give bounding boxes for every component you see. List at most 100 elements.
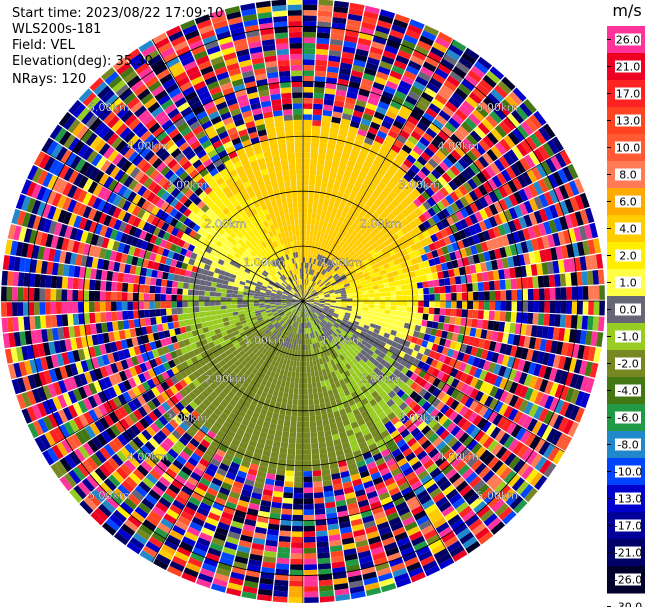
ppi-gate bbox=[323, 362, 329, 369]
ppi-gate bbox=[427, 172, 438, 183]
ppi-gate bbox=[311, 291, 317, 295]
ppi-gate bbox=[303, 152, 311, 159]
ppi-gate bbox=[377, 66, 391, 76]
ppi-gate bbox=[427, 314, 435, 322]
ppi-gate bbox=[324, 496, 335, 503]
ppi-gate bbox=[534, 377, 544, 391]
ppi-gate bbox=[275, 316, 281, 321]
ppi-gate bbox=[313, 98, 324, 105]
ppi-gate bbox=[325, 316, 331, 321]
ppi-gate bbox=[104, 364, 114, 376]
ppi-gate bbox=[381, 336, 389, 343]
ppi-gate bbox=[431, 272, 439, 280]
ppi-gate bbox=[370, 471, 382, 481]
ppi-gate bbox=[304, 273, 306, 280]
ppi-gate bbox=[200, 439, 211, 449]
ppi-gate bbox=[485, 330, 493, 341]
ppi-gate bbox=[551, 136, 564, 152]
ppi-gate bbox=[552, 449, 565, 465]
ppi-gate bbox=[211, 399, 221, 408]
ppi-gate bbox=[297, 410, 303, 417]
ppi-gate bbox=[464, 246, 473, 257]
ppi-gate bbox=[361, 216, 369, 224]
ppi-gate bbox=[326, 323, 332, 329]
ppi-gate bbox=[236, 324, 243, 330]
ppi-gate bbox=[501, 76, 516, 91]
ppi-gate bbox=[388, 220, 397, 229]
ppi-gate bbox=[277, 391, 284, 398]
ppi-gate bbox=[264, 363, 271, 370]
ppi-gate bbox=[330, 353, 336, 360]
ppi-gate bbox=[291, 308, 296, 314]
ppi-gate bbox=[265, 539, 278, 547]
ppi-gate bbox=[336, 139, 345, 147]
ppi-gate bbox=[450, 425, 461, 437]
ppi-gate bbox=[179, 421, 190, 432]
ppi-gate bbox=[435, 36, 451, 49]
ppi-gate bbox=[315, 48, 329, 56]
ppi-gate bbox=[452, 66, 467, 79]
ppi-gate bbox=[316, 336, 321, 342]
ppi-gate bbox=[199, 502, 212, 512]
ppi-gate bbox=[436, 345, 444, 354]
ppi-gate bbox=[319, 403, 326, 410]
ppi-gate bbox=[347, 227, 355, 235]
ppi-gate bbox=[72, 388, 83, 402]
ppi-gate bbox=[313, 337, 317, 344]
ppi-gate bbox=[416, 338, 424, 346]
ppi-gate bbox=[164, 352, 173, 362]
ppi-gate bbox=[339, 379, 346, 387]
ppi-gate bbox=[142, 477, 155, 489]
ppi-gate bbox=[252, 411, 260, 419]
ppi-gate bbox=[356, 325, 364, 331]
ppi-gate bbox=[222, 387, 231, 395]
ppi-gate bbox=[408, 500, 422, 511]
ppi-gate bbox=[344, 35, 358, 43]
ppi-gate bbox=[449, 545, 465, 558]
ppi-gate bbox=[346, 429, 355, 437]
ppi-gate bbox=[217, 337, 225, 344]
ppi-gate bbox=[351, 237, 358, 244]
ppi-gate bbox=[316, 169, 324, 177]
ppi-gate bbox=[493, 400, 504, 413]
ppi-gate bbox=[312, 282, 316, 288]
ppi-gate bbox=[267, 312, 273, 317]
ppi-gate bbox=[245, 340, 252, 346]
ppi-gate bbox=[293, 315, 297, 322]
ppi-gate bbox=[538, 441, 551, 456]
ppi-gate bbox=[323, 306, 330, 310]
ppi-gate bbox=[324, 302, 331, 304]
ppi-gate bbox=[276, 424, 284, 432]
ppi-gate bbox=[358, 228, 366, 236]
ppi-gate bbox=[478, 531, 494, 545]
ppi-gate bbox=[151, 485, 165, 497]
ppi-gate bbox=[505, 301, 512, 311]
ppi-gate bbox=[582, 240, 591, 256]
ppi-gate bbox=[28, 302, 35, 316]
ppi-gate bbox=[210, 439, 221, 449]
ppi-gate bbox=[555, 341, 564, 355]
ppi-gate bbox=[159, 441, 171, 452]
ppi-gate bbox=[252, 374, 260, 382]
ppi-gate bbox=[331, 281, 338, 286]
ppi-gate bbox=[352, 167, 361, 176]
ppi-gate bbox=[470, 459, 483, 472]
ppi-gate bbox=[229, 336, 237, 343]
ppi-gate bbox=[210, 310, 217, 316]
ppi-gate bbox=[120, 359, 129, 370]
ppi-gate bbox=[59, 366, 68, 380]
ppi-gate bbox=[325, 258, 330, 265]
ppi-gate bbox=[259, 301, 265, 304]
ppi-gate bbox=[560, 435, 573, 451]
ppi-gate bbox=[215, 305, 222, 311]
ppi-gate bbox=[215, 567, 231, 577]
ppi-gate bbox=[303, 97, 313, 104]
ppi-gate bbox=[493, 248, 502, 260]
ppi-gate bbox=[226, 308, 233, 313]
ppi-gate bbox=[502, 182, 513, 196]
ppi-gate bbox=[160, 294, 166, 301]
ppi-gate bbox=[506, 421, 517, 435]
ppi-gate bbox=[100, 430, 112, 443]
ppi-gate bbox=[381, 120, 392, 130]
ppi-gate bbox=[303, 498, 314, 505]
